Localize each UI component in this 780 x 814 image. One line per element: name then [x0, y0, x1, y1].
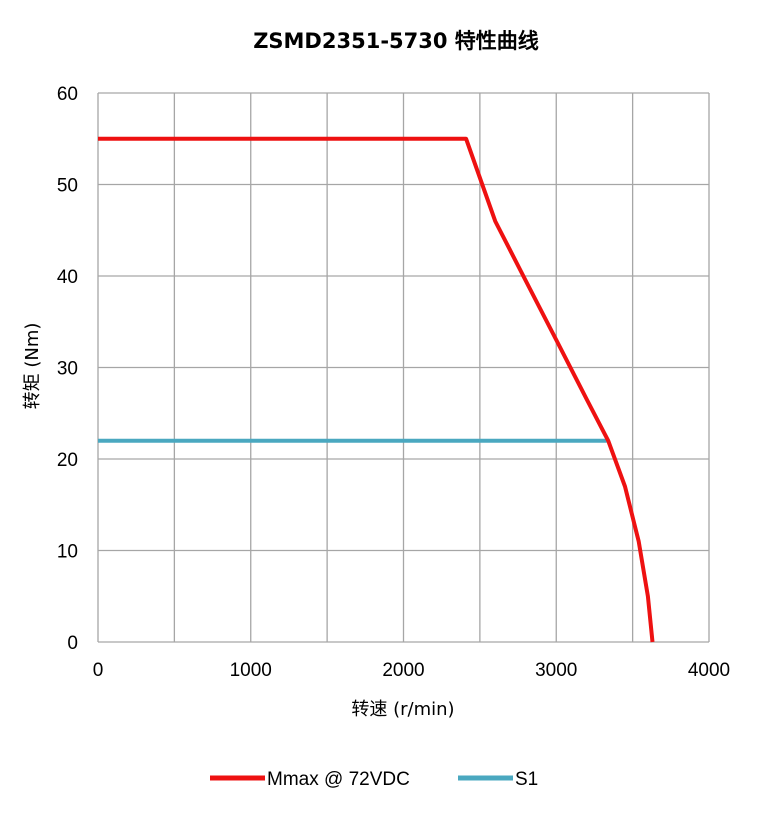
y-tick-label: 50: [57, 176, 78, 197]
y-tick-label: 0: [67, 633, 78, 654]
x-axis-title: 转速 (r/min): [351, 699, 454, 720]
chart-title: ZSMD2351-5730 特性曲线: [253, 29, 539, 53]
legend: Mmax @ 72VDC S1: [210, 769, 538, 790]
x-tick-label: 0: [93, 660, 104, 681]
y-tick-label: 60: [57, 84, 78, 105]
x-tick-label: 3000: [535, 660, 577, 681]
series-layer: [98, 136, 655, 643]
y-tick-label: 30: [57, 359, 78, 380]
y-tick-label: 20: [57, 450, 78, 471]
y-tick-label: 10: [57, 542, 78, 563]
y-axis-title: 转矩 (Nm): [22, 323, 43, 410]
legend-label: S1: [515, 769, 538, 790]
x-tick-label: 4000: [688, 660, 730, 681]
y-tick-label: 40: [57, 267, 78, 288]
grid: [97, 92, 710, 643]
x-tick-label: 1000: [230, 660, 272, 681]
series-line-mmax-72vdc: [98, 136, 655, 643]
legend-item-mmax-72vdc: Mmax @ 72VDC: [210, 769, 410, 790]
legend-label: Mmax @ 72VDC: [267, 769, 410, 790]
legend-item-s1: S1: [458, 769, 538, 790]
x-tick-label: 2000: [382, 660, 424, 681]
tick-labels: 0 1000 2000 3000 4000 0 10 20 30 40 50 60: [57, 84, 730, 681]
